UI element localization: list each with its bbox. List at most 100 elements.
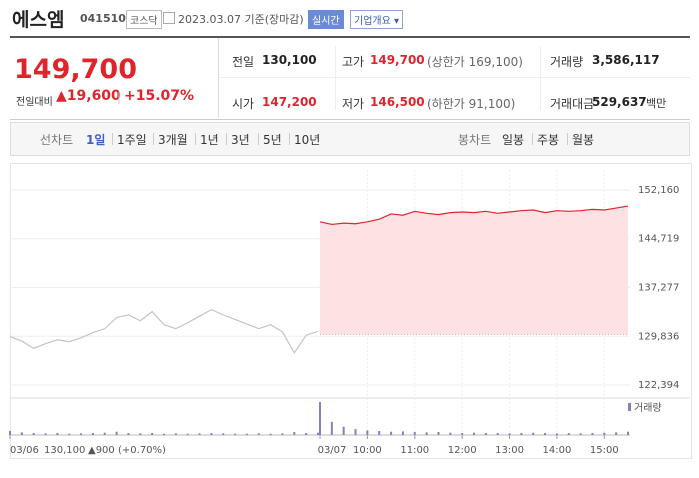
volume-bar [269,433,272,435]
volume-bar [437,432,440,435]
volume-bar [603,432,606,435]
volume-bar [210,433,213,435]
volume-bar [520,433,523,435]
volume-bar [317,432,319,435]
price-line [319,205,629,226]
volume-bar [257,433,260,435]
quote-value: 3,586,117 [592,53,660,67]
volume-bar [579,433,582,435]
quote-value: 147,200 [262,95,317,109]
tab-label: 선차트 [40,133,74,147]
quote-sub: (하한가 91,100) [427,97,516,111]
tab[interactable]: 5년 [263,133,282,147]
stock-name: 에스엠 [12,9,65,31]
volume-bar [234,433,237,435]
change-rate: +15.07% [124,88,195,104]
tab-separator [532,133,533,145]
volume-bar [139,433,142,435]
volume-bar [80,433,83,435]
tab-separator [289,133,290,145]
chart: 152,160 144,719 137,277 129,836 122,394 10:00… [9,170,690,456]
overview-text: 기업개요 [354,16,391,27]
tab-separator [195,133,196,145]
tab[interactable]: 1년 [200,133,219,147]
volume-bar [567,433,570,435]
volume-bar [127,433,130,435]
y-tick-label: 144,719 [638,234,679,245]
volume-legend: 거래량 [634,402,662,414]
volume-bar [186,433,189,435]
x-tick-label: 10:00 [353,445,382,456]
volume-bar [103,432,106,435]
volume-bar [627,431,629,435]
volume-bar [413,432,416,435]
volume-bar [484,433,487,435]
tab[interactable]: 월봉 [572,133,595,147]
tab[interactable]: 1주일 [117,133,147,147]
volume-bar [293,432,296,435]
tab-bar [10,122,690,156]
prev-price: 130,100 [44,445,85,456]
tab-label: 봉차트 [458,133,492,147]
volume-bar [20,432,23,435]
current-price: 149,700 [14,54,137,85]
quote-sub: (상한가 169,100) [427,55,523,69]
volume-bar [366,430,369,435]
volume-bar [91,433,94,435]
volume-bar [354,429,357,435]
x-tick-label: 12:00 [448,445,477,456]
price-line [9,308,319,355]
y-tick-label: 122,394 [638,380,679,391]
calendar-icon [163,12,175,24]
volume-bar [330,421,333,435]
volume-bar [425,432,428,435]
volume-bar [56,433,59,435]
realtime-badge[interactable]: 실시간 [308,10,344,29]
prev-rate: (+0.70%) [118,445,166,456]
tab[interactable]: 10년 [294,133,321,147]
volume-bar [32,433,35,435]
chart-frame [10,163,692,459]
tab[interactable]: 3개월 [158,133,188,147]
y-tick-label: 152,160 [638,185,679,196]
volume-bar [496,433,499,435]
volume-bar [151,433,154,435]
area [320,206,628,335]
quote-label: 거래대금 [550,97,595,111]
volume-bar [342,426,345,435]
tab[interactable]: 3년 [231,133,250,147]
quote-value: 529,637 [592,95,647,109]
volume-bar [305,433,308,435]
quote-value: 130,100 [262,53,317,67]
tab-separator [153,133,154,145]
prev-change: ▲900 [88,445,115,456]
day-label: 03/07 [318,445,347,456]
volume-bar [378,431,381,435]
quote-label: 저가 [342,97,365,111]
volume-bar [544,433,547,435]
base-date: 2023.03.07 기준(장마감) [178,13,304,26]
x-tick-label: 11:00 [400,445,429,456]
volume-bar [68,433,71,435]
x-tick-label: 15:00 [590,445,619,456]
volume-bar [198,433,201,435]
tab[interactable]: 일봉 [502,133,525,147]
volume-bar [222,433,225,435]
quote-label: 거래량 [550,55,584,69]
quote-unit: 백만 [646,97,667,110]
quote-label: 전일 [232,55,255,69]
divider [540,46,541,110]
volume-bar [174,433,177,435]
tab[interactable]: 1일 [86,133,106,147]
x-tick-label: 14:00 [543,445,572,456]
x-tick-label: 13:00 [495,445,524,456]
quote-value: 149,700 [370,53,425,67]
volume-bar [44,433,47,435]
day-label: 03/06 [10,445,39,456]
overview-button[interactable]: 기업개요 ▾ [350,10,404,29]
volume-bar [401,431,404,435]
tab[interactable]: 주봉 [537,133,560,147]
market-badge: 코스닥 [126,10,162,29]
volume-bar [555,433,558,435]
volume-bar [163,433,165,435]
